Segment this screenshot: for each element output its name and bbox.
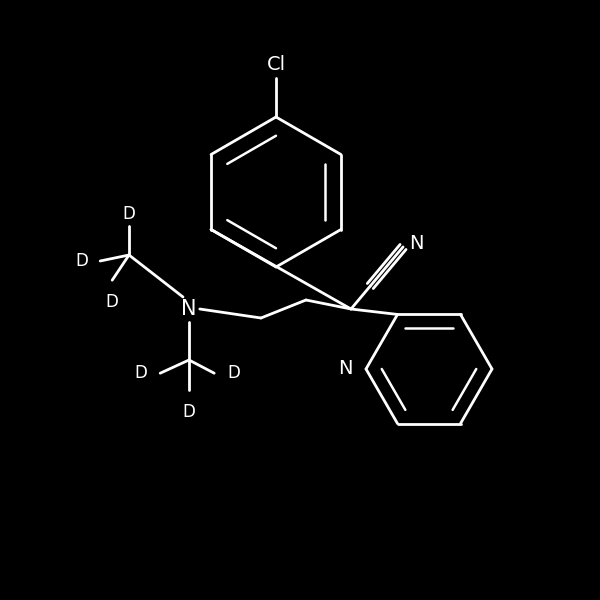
Text: D: D [227,364,240,382]
Text: D: D [76,252,88,270]
Text: N: N [409,235,424,253]
Text: D: D [106,293,119,311]
Text: D: D [122,205,136,223]
Text: Cl: Cl [266,55,286,74]
Text: D: D [182,403,196,421]
Text: N: N [181,299,197,319]
Text: D: D [134,364,147,382]
Text: N: N [338,359,353,379]
